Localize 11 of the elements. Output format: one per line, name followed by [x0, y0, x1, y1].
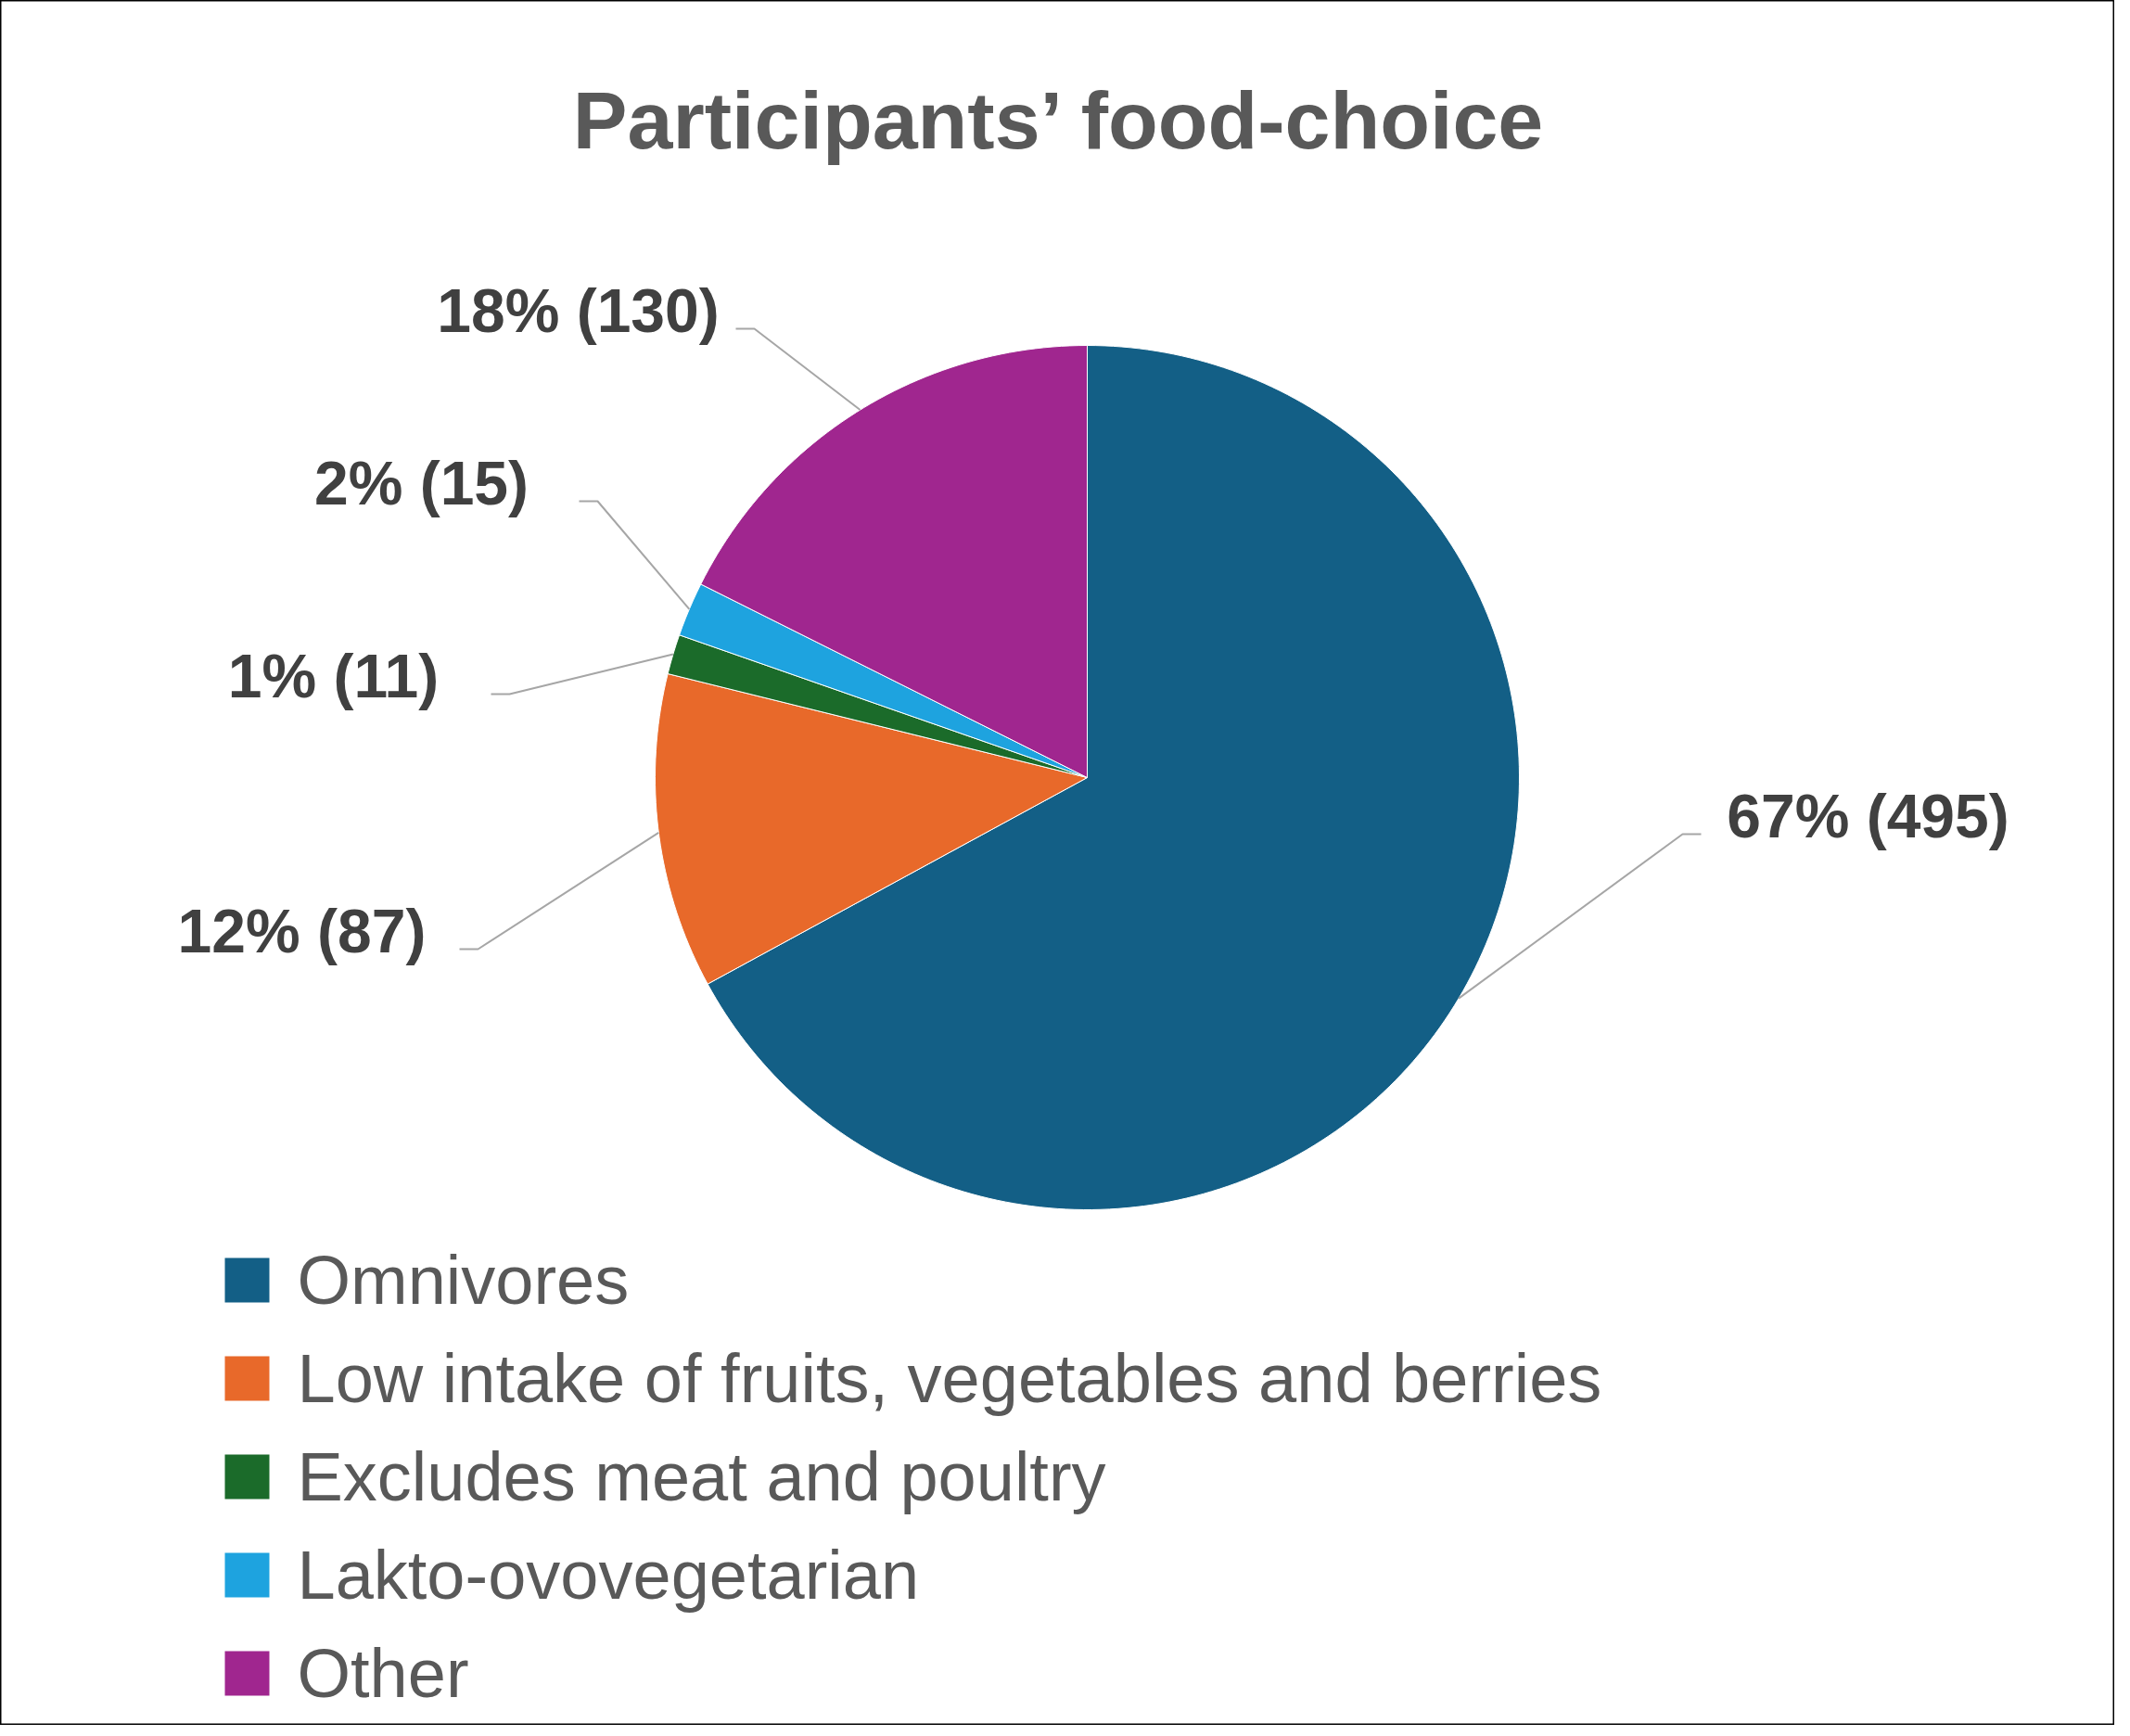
legend-label: Low intake of fruits, vegetables and berries — [297, 1340, 1602, 1417]
chart-title: Participants’ food-choice — [572, 74, 1544, 166]
legend-label: Omnivores — [297, 1242, 630, 1319]
data-label: 2% (15) — [313, 448, 529, 517]
data-label: 12% (87) — [177, 896, 427, 965]
data-label: 18% (130) — [437, 275, 720, 345]
data-label: 67% (495) — [1727, 781, 2009, 850]
legend-label: Other — [297, 1635, 469, 1712]
data-label: 1% (11) — [227, 641, 440, 710]
legend-label: Lakto-ovovegetarian — [297, 1537, 920, 1614]
legend-label: Excludes meat and poultry — [297, 1438, 1106, 1515]
